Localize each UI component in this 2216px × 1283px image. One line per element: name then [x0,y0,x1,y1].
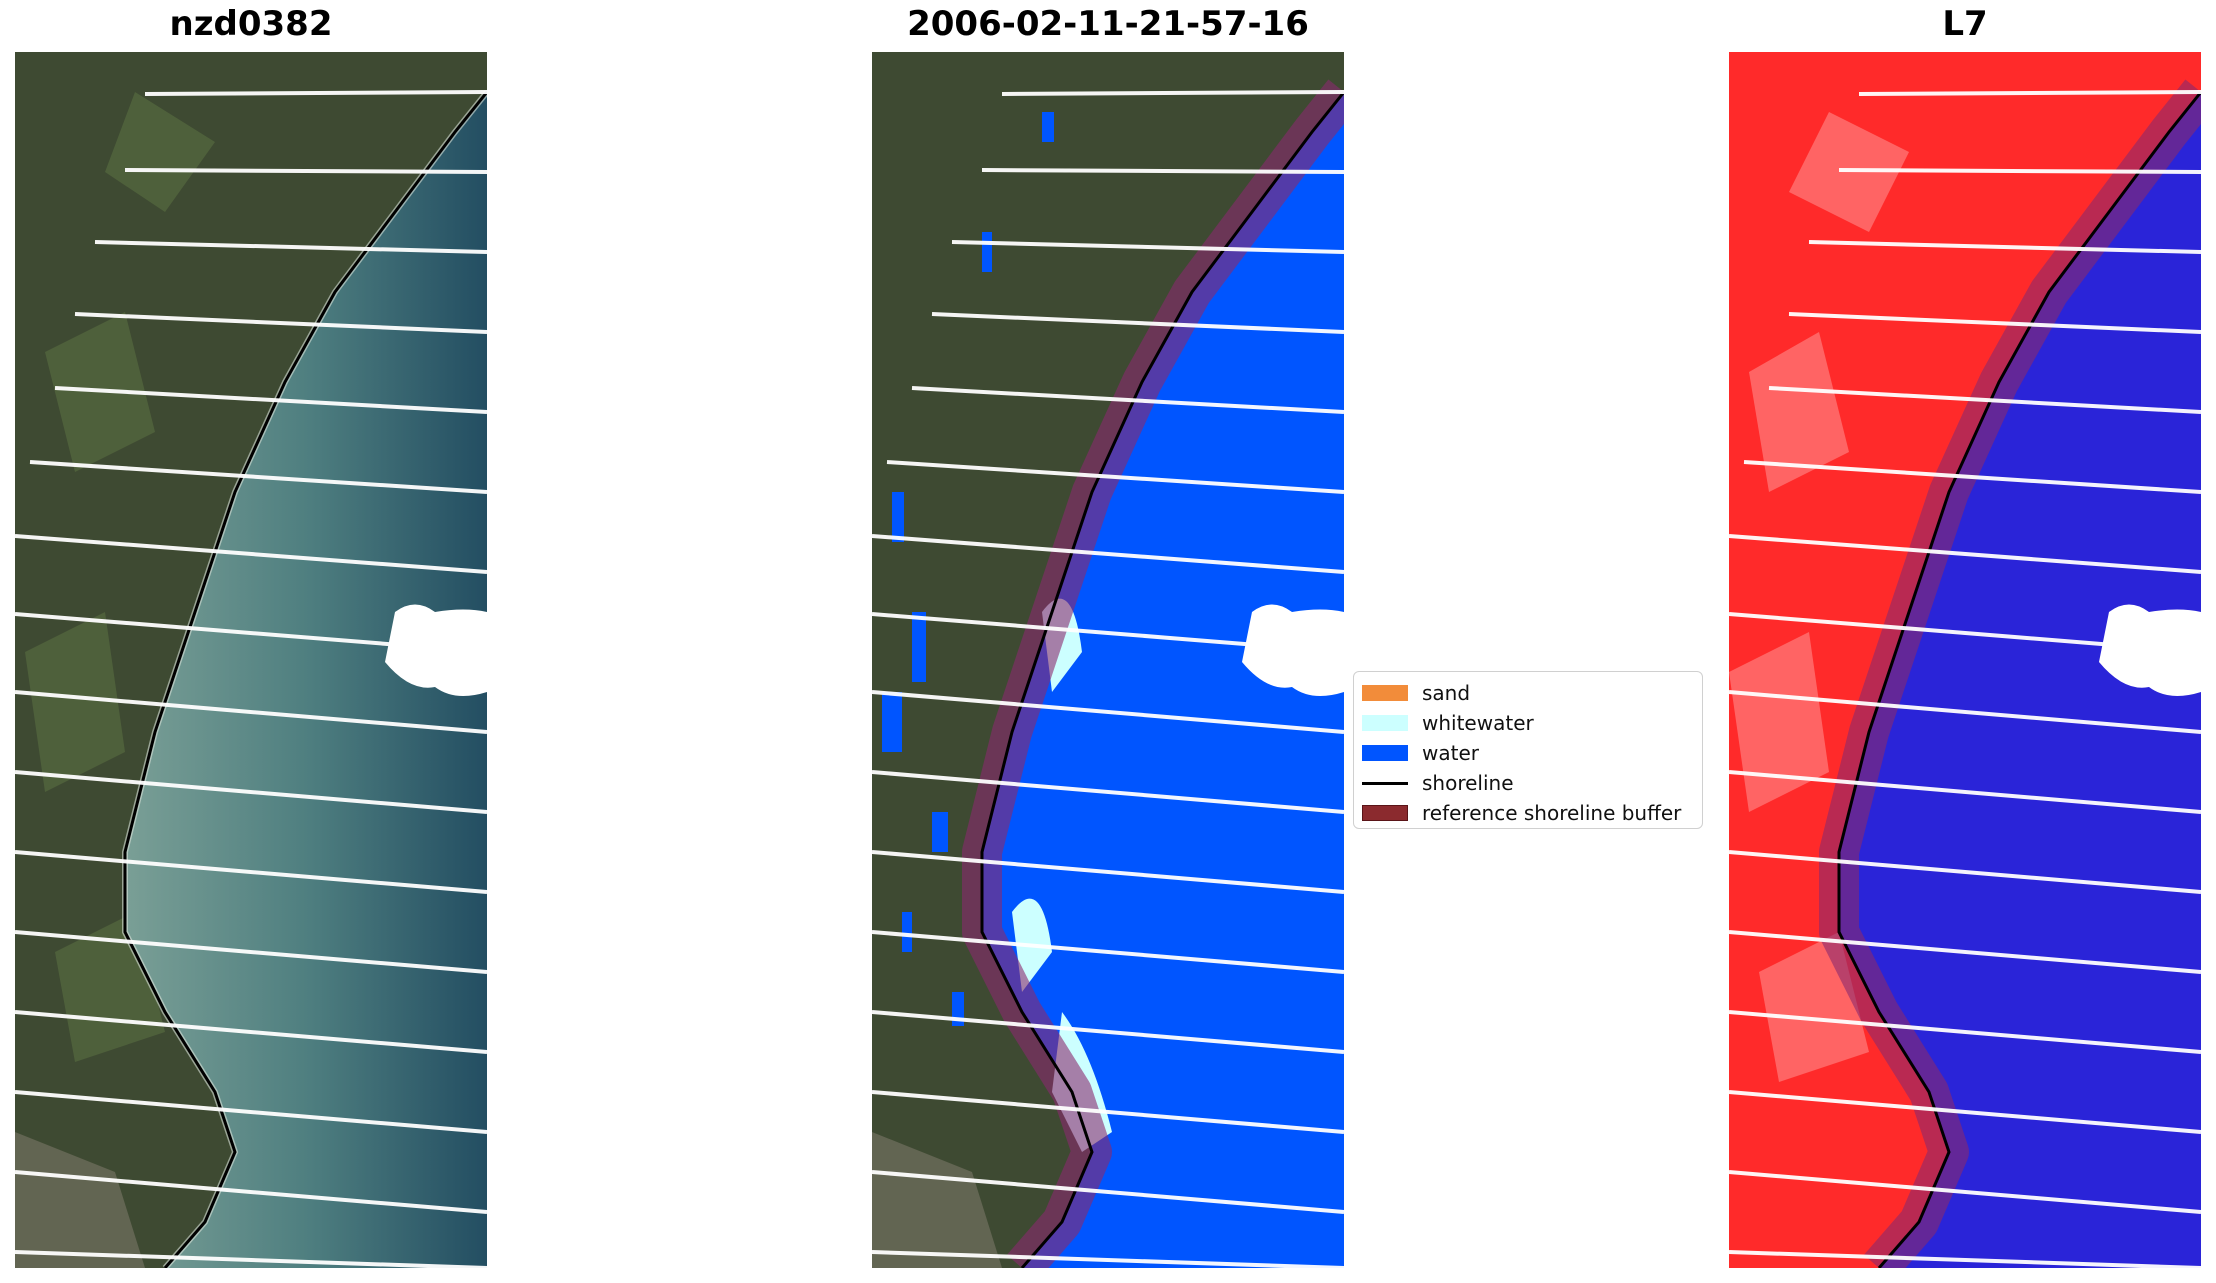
shoreline-line-swatch [1362,781,1408,785]
rgb-image-panel [15,52,487,1268]
legend-item-water: water [1362,738,1694,768]
legend-label-water: water [1422,741,1479,765]
false-color-image-panel [1729,52,2201,1268]
legend-item-whitewater: whitewater [1362,708,1694,738]
water-swatch [1362,745,1408,761]
legend-label-sand: sand [1422,681,1471,705]
rgb-image [15,52,487,1268]
whitewater-swatch [1362,715,1408,731]
legend-label-whitewater: whitewater [1422,711,1534,735]
legend-label-reference-shoreline-buffer: reference shoreline buffer [1422,801,1682,825]
false-color-image [1729,52,2201,1268]
sand-swatch [1362,685,1408,701]
legend-item-reference-shoreline-buffer: reference shoreline buffer [1362,798,1694,828]
legend-item-shoreline: shoreline [1362,768,1694,798]
legend-label-shoreline: shoreline [1422,771,1514,795]
legend: sand whitewater water shoreline referenc… [1353,671,1703,829]
panel-title-false-color: L7 [1942,4,1988,44]
classified-image [872,52,1344,1268]
panel-title-classified: 2006-02-11-21-57-16 [907,4,1309,44]
buffer-swatch [1362,805,1408,821]
panel-title-rgb: nzd0382 [169,4,333,44]
legend-item-sand: sand [1362,678,1694,708]
classified-image-panel [872,52,1344,1268]
